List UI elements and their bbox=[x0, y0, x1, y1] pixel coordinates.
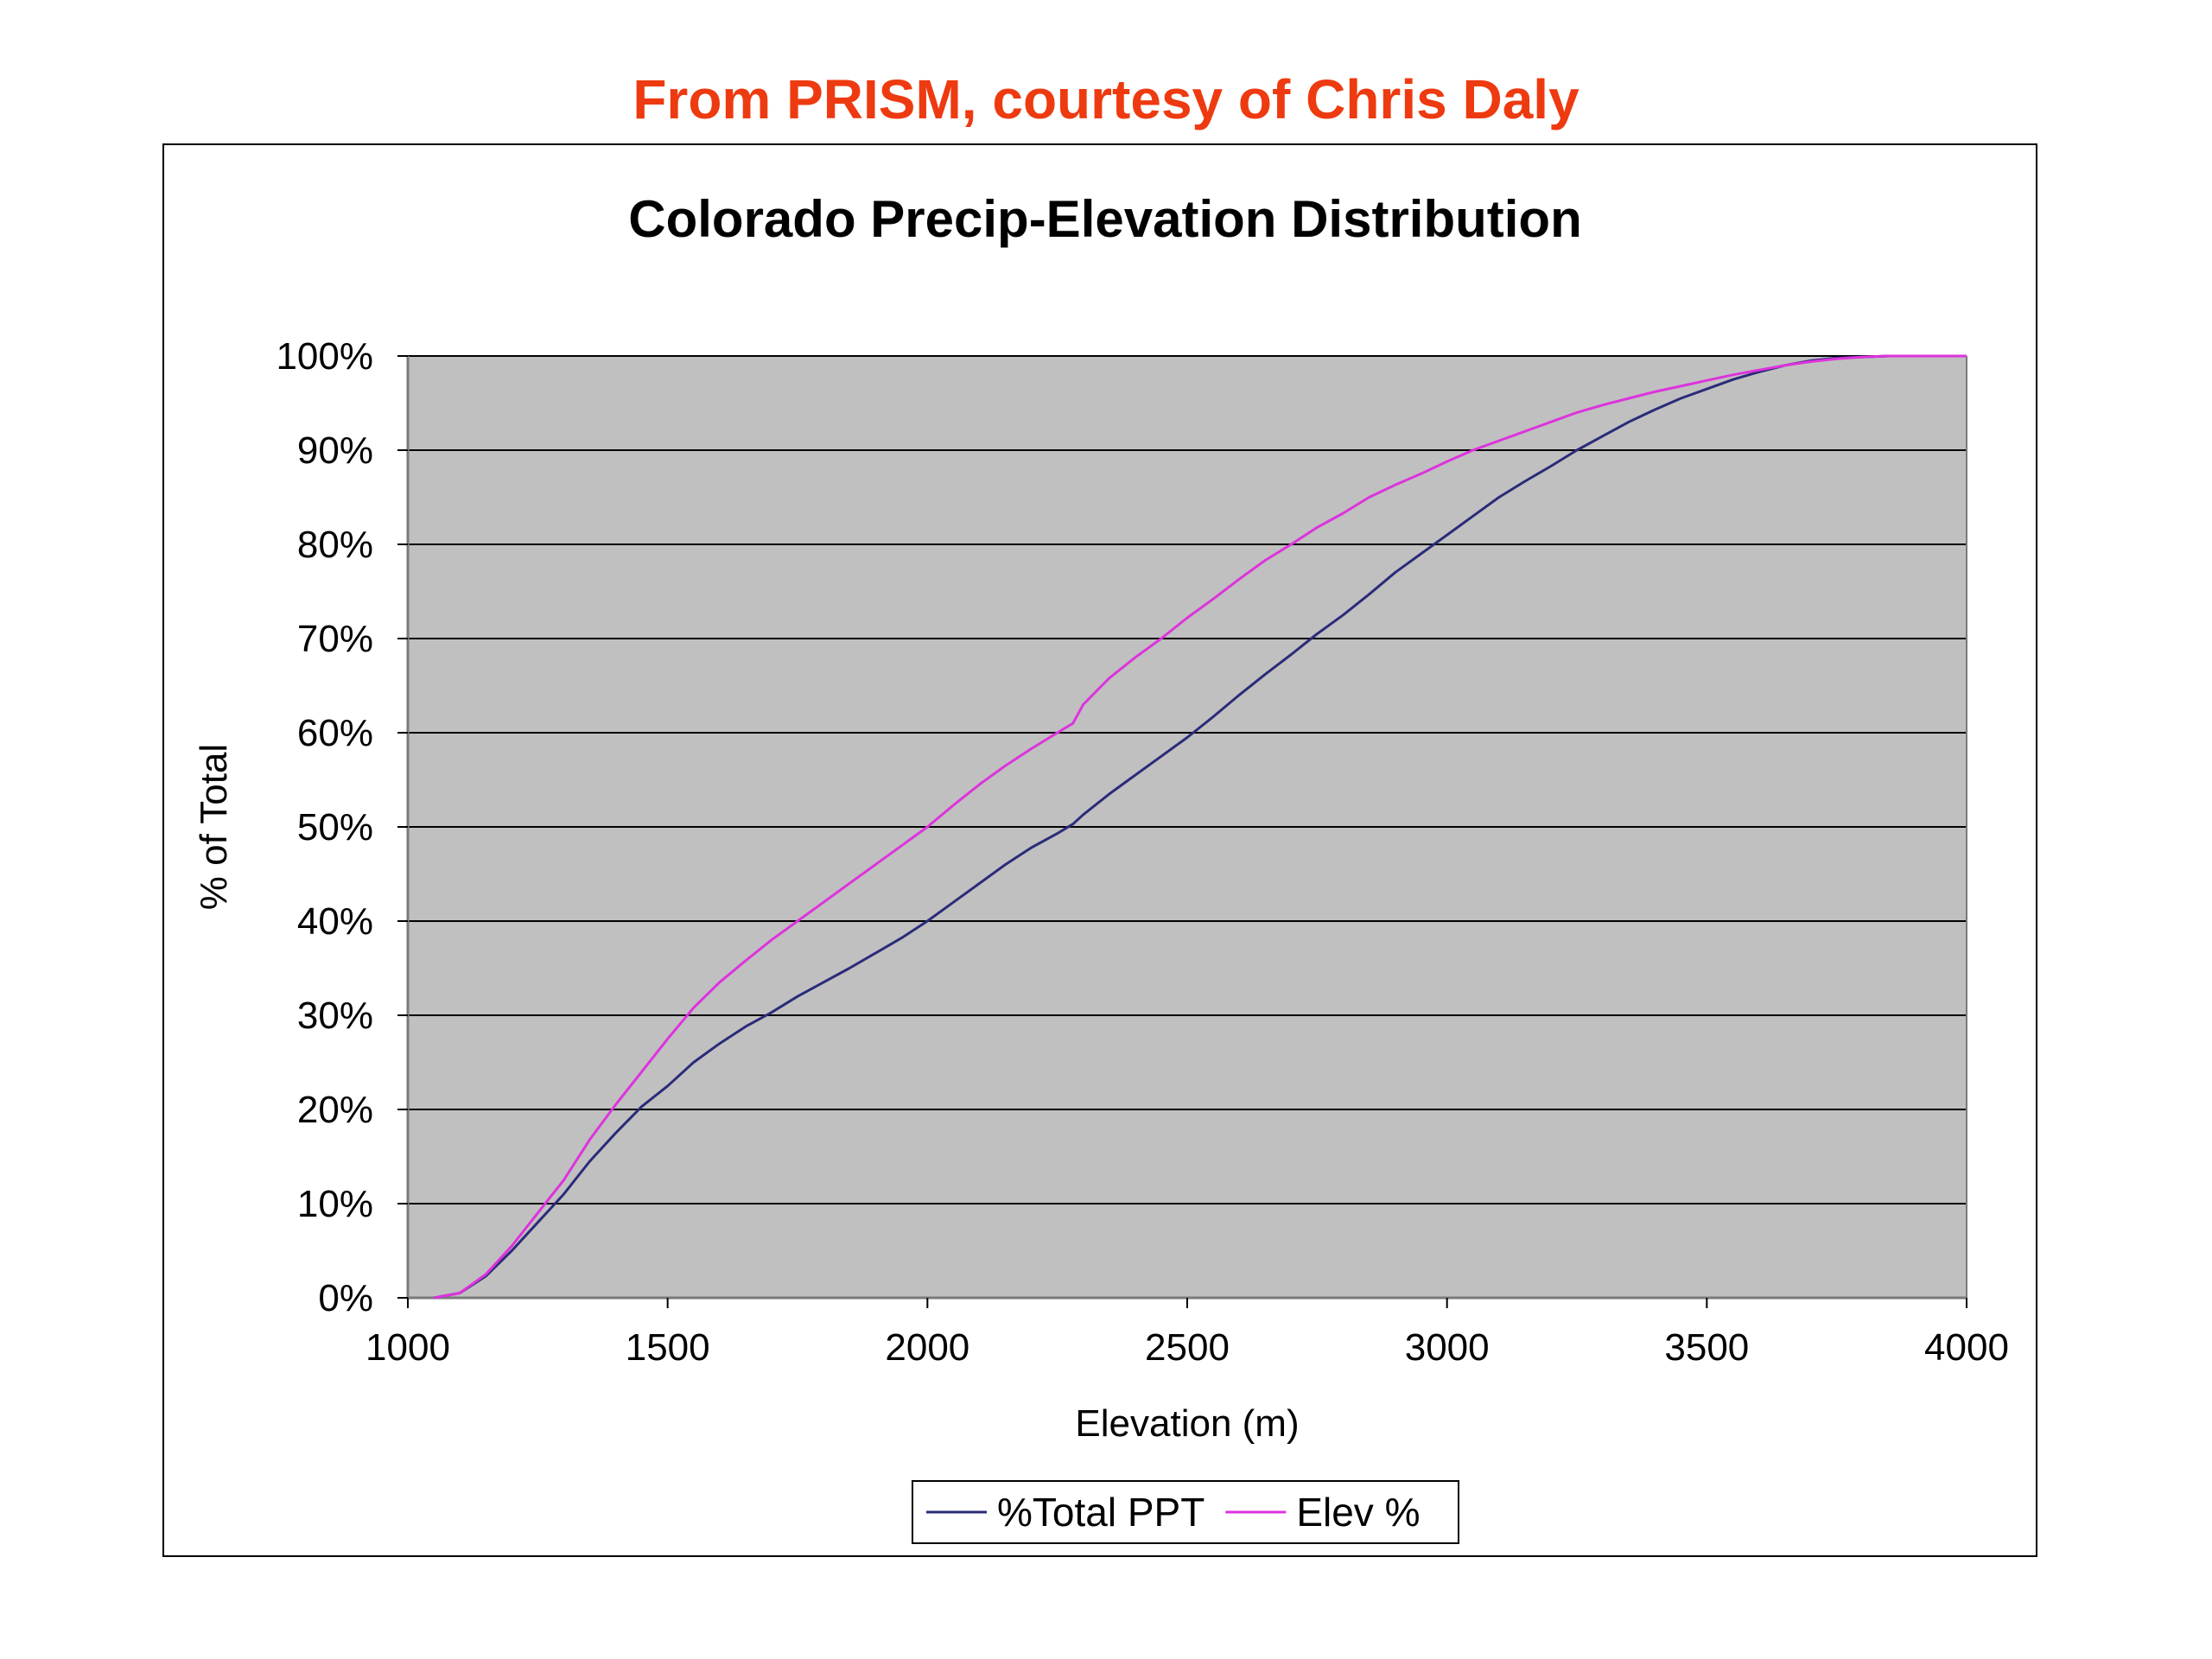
x-tick-label: 4000 bbox=[1924, 1326, 2009, 1369]
x-axis: 1000 1500 2000 2500 3000 3500 4000 bbox=[365, 1298, 2009, 1369]
x-tick-label: 1500 bbox=[626, 1326, 710, 1369]
legend-label: %Total PPT bbox=[997, 1490, 1205, 1535]
y-tick-label: 30% bbox=[297, 995, 373, 1037]
y-tick-label: 0% bbox=[318, 1277, 373, 1319]
y-axis: 0% 10% 20% 30% 40% 50% 60% 70% 80% 90% 100% bbox=[276, 335, 408, 1319]
x-tick-label: 3000 bbox=[1405, 1326, 1490, 1369]
series-line-elev bbox=[433, 354, 1967, 1300]
legend-box bbox=[912, 1480, 1459, 1544]
caption: From PRISM, courtesy of Chris Daly bbox=[632, 68, 1580, 130]
grid-lines bbox=[408, 355, 1967, 1299]
chart-frame: Colorado Precip-Elevation Distribution 0… bbox=[162, 143, 2037, 1557]
legend-label: Elev % bbox=[1296, 1490, 1420, 1535]
x-tick-label: 3500 bbox=[1664, 1326, 1749, 1369]
x-axis-label: Elevation (m) bbox=[1075, 1402, 1299, 1445]
y-tick-label: 60% bbox=[297, 712, 373, 754]
y-tick-label: 40% bbox=[297, 900, 373, 943]
y-tick-label: 70% bbox=[297, 618, 373, 660]
series-line-total-ppt bbox=[433, 354, 1967, 1300]
y-tick-label: 90% bbox=[297, 429, 373, 472]
legend: %Total PPT Elev % bbox=[912, 1480, 1459, 1544]
x-tick-label: 2000 bbox=[885, 1326, 969, 1369]
y-tick-label: 20% bbox=[297, 1089, 373, 1131]
x-tick-label: 2500 bbox=[1145, 1326, 1230, 1369]
y-tick-label: 100% bbox=[276, 335, 373, 378]
y-tick-label: 10% bbox=[297, 1183, 373, 1225]
x-tick-label: 1000 bbox=[365, 1326, 450, 1369]
y-tick-label: 50% bbox=[297, 806, 373, 849]
series-lines bbox=[433, 354, 1967, 1300]
y-tick-label: 80% bbox=[297, 524, 373, 566]
y-axis-label: % of Total bbox=[193, 744, 235, 910]
chart-title: Colorado Precip-Elevation Distribution bbox=[628, 190, 1581, 248]
chart: Colorado Precip-Elevation Distribution 0… bbox=[193, 190, 2009, 1544]
